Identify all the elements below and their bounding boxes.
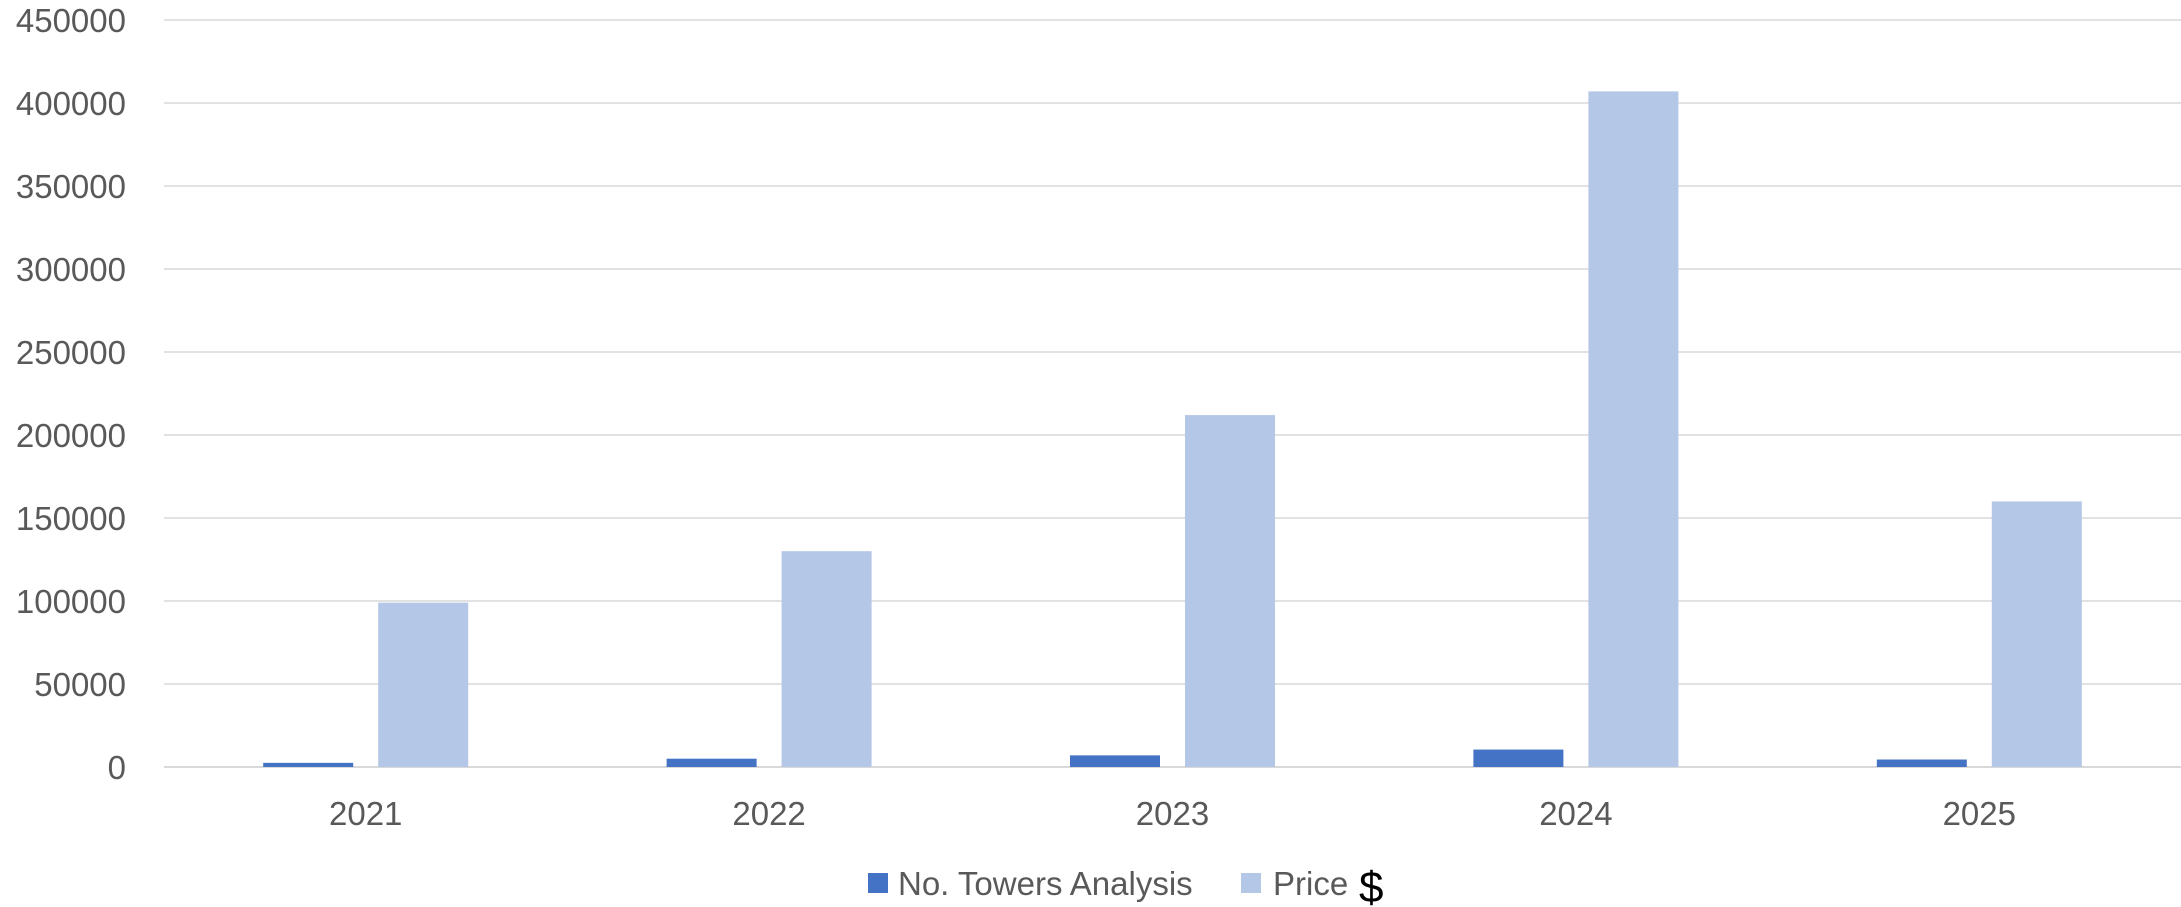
x-tick-label: 2024: [1539, 795, 1612, 832]
y-axis-tick-labels: 0 50000 100000 150000 200000 250000 300000 3500…: [16, 2, 126, 786]
bar-price-2024: [1588, 91, 1679, 767]
bar-price-2022: [781, 551, 872, 767]
legend-swatch-no-towers-analysis: [868, 873, 888, 893]
bar-towers-2024: [1473, 749, 1564, 767]
x-tick-label: 2021: [329, 795, 402, 832]
legend-label-no-towers-analysis: No. Towers Analysis: [898, 865, 1193, 902]
x-tick-label: 2025: [1943, 795, 2016, 832]
y-tick-label: 200000: [16, 417, 126, 454]
x-axis-tick-labels: 2021 2022 2023 2024 2025: [329, 795, 2016, 832]
y-tick-label: 250000: [16, 334, 126, 371]
bar-towers-2025: [1876, 759, 1967, 767]
y-tick-label: 0: [108, 749, 126, 786]
bar-towers-2022: [666, 758, 757, 767]
y-tick-label: 350000: [16, 168, 126, 205]
legend-swatch-price: [1241, 873, 1261, 893]
y-tick-label: 300000: [16, 251, 126, 288]
bar-towers-2023: [1070, 755, 1160, 767]
bar-price-2025: [1991, 501, 2082, 767]
bar-price-2023: [1185, 415, 1275, 767]
legend-dollar-sign: $: [1359, 863, 1383, 907]
y-tick-label: 100000: [16, 583, 126, 620]
bar-price-2021: [378, 602, 469, 767]
bar-towers-2021: [263, 762, 354, 767]
y-tick-label: 150000: [16, 500, 126, 537]
x-tick-label: 2022: [732, 795, 805, 832]
x-tick-label: 2023: [1136, 795, 1209, 832]
gridlines: [164, 19, 2181, 768]
y-tick-label: 450000: [16, 2, 126, 39]
bars: [263, 91, 2082, 767]
legend-label-price: Price: [1273, 865, 1348, 902]
y-tick-label: 400000: [16, 85, 126, 122]
y-tick-label: 50000: [34, 666, 126, 703]
legend: No. Towers Analysis Price $: [868, 863, 1383, 907]
